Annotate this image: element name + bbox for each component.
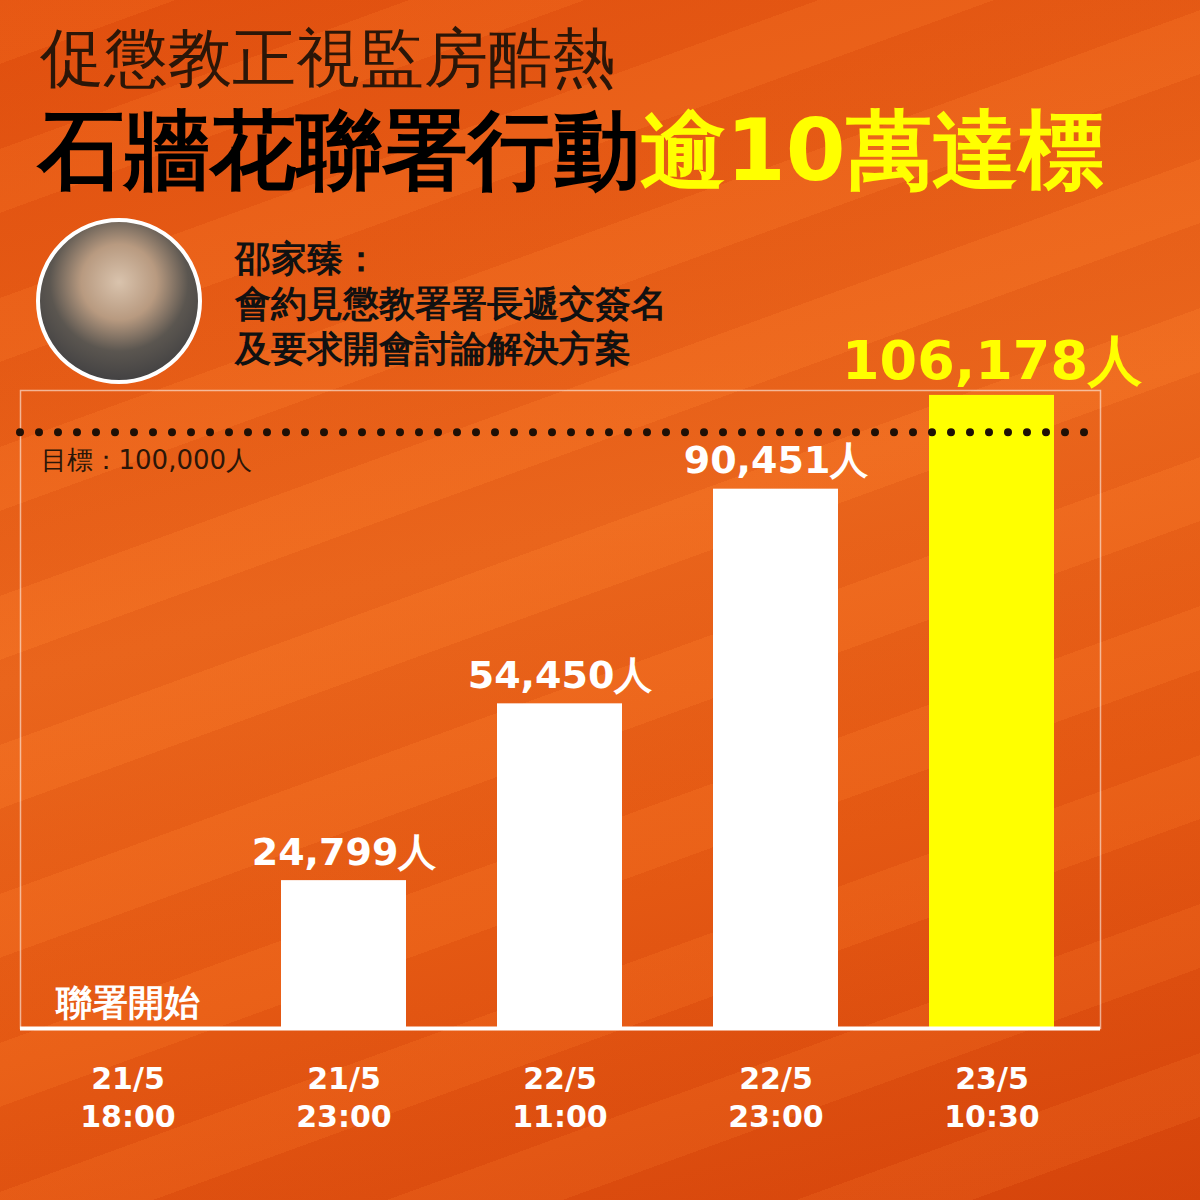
svg-text:目標：100,000人: 目標：100,000人 xyxy=(41,445,253,475)
svg-text:21/523:00: 21/523:00 xyxy=(296,1061,392,1134)
html-text:石牆花聯署行動逾10萬達標: 石牆花聯署行動逾10萬達標 xyxy=(38,100,1104,200)
svg-text:24,799人: 24,799人 xyxy=(252,830,437,874)
svg-text:22/511:00: 22/511:00 xyxy=(512,1061,608,1134)
svg-text:90,451人: 90,451人 xyxy=(684,438,869,482)
svg-text:106,178人: 106,178人 xyxy=(842,329,1142,392)
svg-text:22/523:00: 22/523:00 xyxy=(728,1061,824,1134)
html-text:及要求開會討論解決方案: 及要求開會討論解決方案 xyxy=(235,328,631,369)
svg-text:21/518:00: 21/518:00 xyxy=(80,1061,176,1134)
svg-text:聯署開始: 聯署開始 xyxy=(55,982,200,1023)
html-text:促懲教正視監房酷熱: 促懲教正視監房酷熱 xyxy=(40,21,616,95)
svg-text:54,450人: 54,450人 xyxy=(468,653,653,697)
svg-text:23/510:30: 23/510:30 xyxy=(944,1061,1040,1134)
html-text:邵家臻：: 邵家臻： xyxy=(235,238,379,279)
html-text:會約見懲教署署長遞交簽名: 會約見懲教署署長遞交簽名 xyxy=(235,283,667,324)
